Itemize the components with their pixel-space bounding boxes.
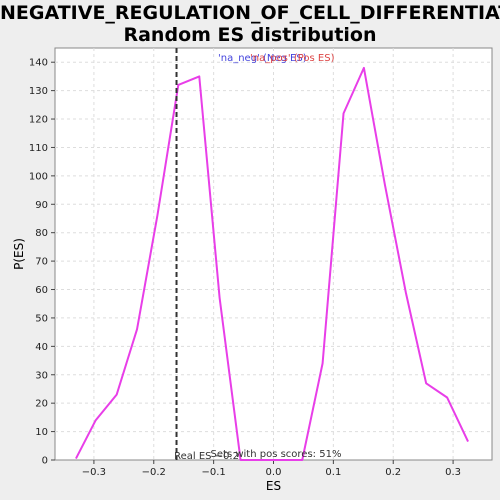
y-tick-label: 70 [35,257,48,268]
y-tick-label: 10 [35,427,48,438]
legend-pos: 'na_pos' (Pos ES) [250,53,335,64]
y-tick-label: 120 [29,115,48,126]
x-tick-label: 0.1 [325,467,341,478]
x-axis-label: ES [266,479,281,493]
legend-neg: 'na_neg' (Neg ES) [218,53,307,64]
x-axis-ticks: −0.3 −0.2 −0.1 0.0 0.1 0.2 0.3 [82,460,461,478]
grid-lines [55,48,492,460]
y-tick-label: 60 [35,285,48,296]
y-tick-label: 130 [29,86,48,97]
y-tick-label: 30 [35,370,48,381]
x-tick-label: 0.2 [385,467,401,478]
chart-title-line-2: Random ES distribution [123,24,377,46]
x-tick-label: −0.2 [142,467,166,478]
y-tick-label: 50 [35,313,48,324]
y-axis-ticks: 0 10 20 30 40 50 60 70 80 90 100 110 120 130 140 [29,58,55,467]
y-tick-label: 80 [35,228,48,239]
y-tick-label: 140 [29,58,48,69]
x-tick-label: −0.1 [201,467,225,478]
real-es-label: Real ES −0.2 [174,451,239,462]
y-tick-label: 90 [35,200,48,211]
series-line [75,66,469,461]
y-tick-label: 20 [35,399,48,410]
x-tick-label: 0.3 [445,467,461,478]
pos-scores-label: Sets with pos scores: 51% [211,449,342,460]
y-tick-label: 110 [29,143,48,154]
y-tick-label: 40 [35,342,48,353]
chart-title-line-1: NEGATIVE_REGULATION_OF_CELL_DIFFERENTIAT… [0,2,500,24]
x-tick-label: 0.0 [266,467,282,478]
y-tick-label: 100 [29,171,48,182]
y-axis-label: P(ES) [12,238,26,270]
y-tick-label: 0 [42,456,48,467]
x-tick-label: −0.3 [82,467,106,478]
